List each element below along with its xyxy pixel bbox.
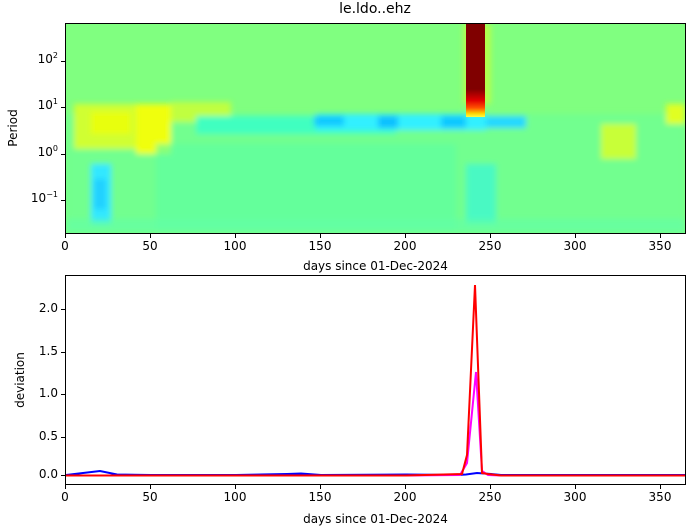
y-tick-label: 1.5: [38, 344, 58, 358]
chart-title: le.ldo..ehz: [339, 1, 411, 17]
x-tick-label: 150: [308, 490, 332, 504]
x-tick-label: 0: [61, 490, 69, 504]
bottom-y-axis-label: deviation: [13, 352, 27, 408]
top-x-axis-label: days since 01-Dec-2024: [303, 259, 448, 273]
y-tick-label: 101: [37, 97, 58, 112]
x-tick-label: 300: [563, 490, 587, 504]
deviation-plot: [66, 284, 685, 477]
series-red: [66, 284, 685, 477]
x-tick-label: 250: [478, 490, 502, 504]
y-tick-label: 100: [37, 144, 58, 159]
y-tick-label: 102: [37, 51, 58, 66]
x-tick-label: 100: [223, 239, 247, 253]
y-tick-label: 0.0: [38, 467, 58, 481]
bottom-x-axis-label: days since 01-Dec-2024: [303, 512, 448, 526]
x-tick-label: 200: [393, 490, 417, 504]
x-tick-label: 200: [393, 239, 417, 253]
deviation-line-chart: [65, 275, 686, 485]
x-tick-label: 350: [648, 239, 672, 253]
y-tick-label: 1.0: [38, 386, 58, 400]
x-tick-label: 0: [61, 239, 69, 253]
series-magenta: [66, 371, 685, 477]
spike-band: [466, 24, 485, 117]
y-tick-label: 2.0: [38, 301, 58, 315]
heatmap-image: [66, 24, 685, 233]
x-tick-label: 250: [478, 239, 502, 253]
spectrogram-heatmap: [65, 23, 686, 234]
x-tick-label: 50: [142, 239, 158, 253]
top-y-axis-label: Period: [6, 109, 20, 147]
x-tick-label: 50: [142, 490, 158, 504]
x-tick-label: 150: [308, 239, 332, 253]
x-tick-label: 350: [648, 490, 672, 504]
x-tick-label: 300: [563, 239, 587, 253]
y-tick-label: 0.5: [38, 429, 58, 443]
series-blue: [66, 469, 685, 477]
y-tick-label: 10−1: [30, 190, 58, 205]
x-tick-label: 100: [223, 490, 247, 504]
